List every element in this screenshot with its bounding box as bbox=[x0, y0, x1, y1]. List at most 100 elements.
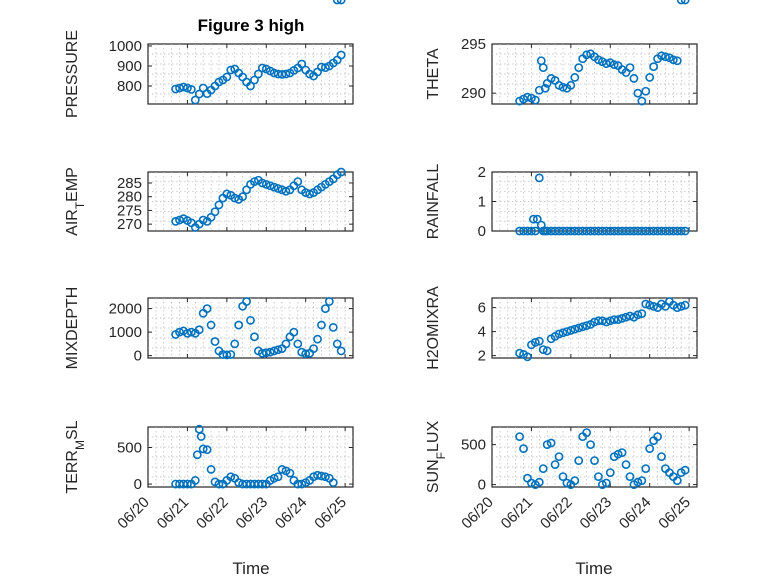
data-point bbox=[206, 320, 216, 330]
data-point bbox=[562, 478, 572, 488]
y-tick-label: 6 bbox=[478, 300, 486, 317]
data-point bbox=[680, 226, 690, 236]
data-point bbox=[542, 346, 552, 356]
y-axis-label: RAINFALL bbox=[425, 164, 442, 240]
data-point bbox=[562, 327, 572, 336]
data-point bbox=[519, 444, 528, 453]
data-point bbox=[558, 82, 568, 92]
data-point bbox=[190, 95, 200, 105]
data-point bbox=[257, 348, 267, 358]
data-point bbox=[183, 479, 192, 489]
subplot-rainfall: 0 1 2 RAINFALL bbox=[425, 164, 698, 240]
data-point bbox=[554, 452, 564, 461]
subplot-mixdepth: 0 1000 2000 MIXDEPTH bbox=[64, 287, 354, 370]
subplot-pressure: 800 900 1000 PRESSURE bbox=[64, 30, 354, 118]
data-point bbox=[676, 0, 686, 5]
data-point bbox=[534, 173, 544, 183]
data-point bbox=[226, 472, 236, 482]
data-point bbox=[186, 327, 196, 337]
data-point bbox=[578, 322, 588, 332]
data-point bbox=[617, 448, 627, 457]
data-point bbox=[550, 460, 560, 469]
data-point bbox=[534, 336, 544, 346]
data-point bbox=[269, 346, 279, 356]
data-point bbox=[277, 465, 287, 474]
data-point bbox=[532, 214, 542, 224]
data-point bbox=[230, 193, 240, 203]
data-point bbox=[570, 324, 580, 334]
data-point bbox=[261, 348, 271, 358]
data-point bbox=[597, 480, 607, 489]
data-point bbox=[214, 200, 224, 210]
data-point bbox=[269, 68, 279, 78]
data-point bbox=[202, 304, 212, 313]
data-point bbox=[230, 339, 240, 349]
data-point bbox=[297, 59, 307, 69]
data-point bbox=[582, 428, 592, 437]
data-point bbox=[190, 476, 200, 485]
data-point bbox=[198, 444, 208, 454]
data-point bbox=[574, 456, 584, 465]
y-tick-label: 500 bbox=[117, 439, 142, 456]
plot-area bbox=[147, 43, 354, 105]
data-point bbox=[281, 186, 291, 196]
data-point bbox=[558, 328, 568, 338]
data-point bbox=[668, 55, 678, 65]
data-point bbox=[641, 86, 651, 96]
data-point bbox=[540, 83, 550, 93]
data-point bbox=[605, 468, 615, 477]
data-point bbox=[649, 301, 659, 311]
data-point bbox=[257, 178, 267, 188]
data-point bbox=[629, 74, 639, 83]
data-point bbox=[637, 476, 647, 485]
data-point bbox=[336, 0, 346, 5]
data-point bbox=[515, 432, 524, 441]
data-point bbox=[206, 465, 216, 474]
data-point bbox=[645, 73, 655, 82]
data-point bbox=[609, 315, 619, 324]
y-tick-label: 1000 bbox=[109, 324, 142, 341]
data-point bbox=[250, 75, 259, 85]
data-point bbox=[609, 60, 619, 70]
figure-title: Figure 3 high bbox=[198, 16, 305, 35]
data-point bbox=[672, 476, 682, 485]
data-point bbox=[546, 438, 556, 448]
data-point bbox=[273, 184, 283, 193]
data-point bbox=[601, 478, 611, 488]
y-tick-label: 0 bbox=[134, 348, 142, 365]
data-point bbox=[582, 50, 592, 60]
data-point bbox=[321, 472, 330, 482]
data-point bbox=[222, 350, 232, 360]
data-point bbox=[641, 299, 651, 309]
data-point bbox=[202, 445, 212, 455]
data-point bbox=[293, 177, 303, 187]
data-point bbox=[313, 470, 322, 480]
data-point bbox=[328, 323, 338, 332]
data-point bbox=[273, 345, 283, 355]
y-tick-label: 295 bbox=[461, 36, 486, 53]
data-point bbox=[198, 215, 208, 225]
data-point bbox=[171, 84, 180, 94]
data-point bbox=[574, 63, 584, 73]
data-point bbox=[633, 310, 643, 320]
data-point bbox=[194, 325, 204, 335]
data-point bbox=[183, 83, 192, 93]
data-point bbox=[676, 301, 686, 311]
data-point bbox=[676, 226, 686, 236]
data-point bbox=[657, 51, 666, 61]
y-axis-label: MIXDEPTH bbox=[64, 287, 81, 370]
y-tick-label: 4 bbox=[478, 324, 486, 341]
x-axis-label-left: Time bbox=[232, 559, 269, 578]
data-point bbox=[528, 214, 538, 224]
data-point bbox=[613, 315, 623, 324]
data-point bbox=[332, 0, 342, 5]
data-point bbox=[554, 329, 564, 339]
data-point bbox=[601, 317, 611, 327]
y-tick-label: 0 bbox=[478, 477, 486, 494]
y-axis-label: TERRMSL bbox=[64, 420, 87, 493]
data-point bbox=[542, 440, 552, 449]
data-point bbox=[641, 464, 651, 473]
data-point bbox=[336, 346, 346, 356]
data-point bbox=[234, 478, 244, 488]
